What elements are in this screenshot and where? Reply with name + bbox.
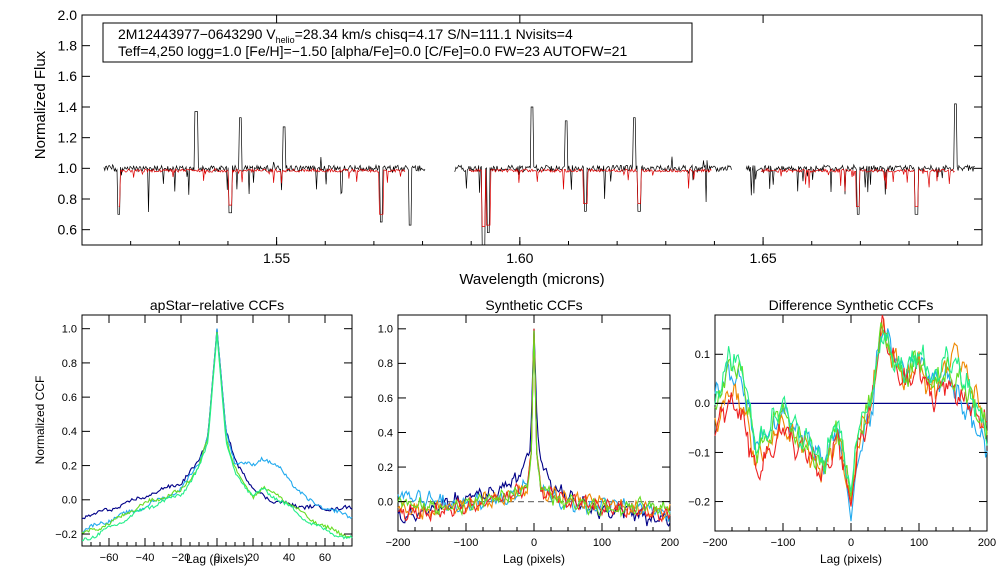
spectrum-info-line-1: 2M12443977−0643290 Vhelio=28.34 km/s chi…	[118, 26, 573, 45]
spectrum-ticks: 1.55 1.60 1.65 0.6 0.8 1.0 1.2 1.4 1.6 1.8 2.0	[58, 7, 982, 266]
x-tick-label: 20	[247, 552, 259, 564]
apstar-ccf-panel: −60 −40 −20 0 20 40 60 −0.2 0.0 0.2 0.4 0.6 0.8 1.0 a…	[33, 297, 353, 566]
x-tick-label: 1.55	[263, 250, 290, 266]
x-tick-label: −100	[771, 537, 796, 549]
synthetic-ccf-x-axis-label: Lag (pixels)	[503, 552, 565, 566]
y-tick-label: 2.0	[58, 7, 78, 23]
spectrum-data	[103, 103, 975, 246]
spectrum-y-axis-label: Normalized Flux	[32, 50, 49, 159]
synthetic-ccf-panel: −200 −100 0 100 200 0.0 0.2 0.4 0.6 0.8 1.0 Synthe…	[378, 297, 679, 566]
model-spectrum-chip-1	[118, 167, 406, 215]
x-tick-label: −100	[454, 537, 479, 549]
x-tick-label: −60	[100, 552, 119, 564]
y-tick-label: 0.6	[378, 393, 393, 405]
y-tick-label: −0.1	[688, 447, 710, 459]
difference-ccf-ticks: −200 −100 0 100 200 −0.2 −0.1 0.0 0.1	[688, 315, 996, 549]
apstar-ccf-x-axis-label: Lag (pixels)	[186, 552, 248, 566]
ccf-line-visit-1	[81, 328, 353, 520]
x-tick-label: 1.65	[749, 250, 776, 266]
ccf-line-visit-3	[397, 328, 671, 521]
y-tick-label: 0.2	[378, 462, 393, 474]
x-tick-label: −40	[136, 552, 155, 564]
x-tick-label: 1.60	[506, 250, 533, 266]
y-tick-label: 0.8	[58, 191, 78, 207]
observed-spectrum-chip-3	[745, 103, 975, 215]
y-tick-label: 0.0	[62, 495, 77, 507]
x-tick-label: 200	[978, 537, 996, 549]
y-tick-label: −0.2	[688, 496, 710, 508]
synthetic-ccf-data	[397, 328, 671, 527]
x-tick-label: 0	[531, 537, 537, 549]
ccf-line-visit-3	[714, 318, 988, 502]
x-tick-label: −20	[172, 552, 191, 564]
apstar-ccf-title: apStar−relative CCFs	[150, 297, 284, 313]
apstar-ccf-ticks: −60 −40 −20 0 20 40 60 −0.2 0.0 0.2 0.4 0.6 0.8 1.0	[55, 315, 353, 564]
x-tick-label: −200	[386, 537, 411, 549]
observed-spectrum-chip-2	[454, 106, 732, 246]
ccf-line-visit-1	[397, 328, 671, 527]
difference-ccf-x-axis-label: Lag (pixels)	[820, 552, 882, 566]
ccf-line-visit-4	[82, 333, 353, 542]
y-tick-label: 0.6	[62, 392, 77, 404]
y-tick-label: 1.8	[58, 38, 78, 54]
synthetic-ccf-ticks: −200 −100 0 100 200 0.0 0.2 0.4 0.6 0.8 1.0	[378, 315, 679, 549]
ccf-line-visit-5	[397, 330, 671, 518]
y-tick-label: −0.2	[55, 529, 77, 541]
difference-ccf-title: Difference Synthetic CCFs	[769, 297, 934, 313]
x-tick-label: 100	[910, 537, 928, 549]
y-tick-label: 1.0	[62, 324, 77, 336]
spectrum-x-axis-label: Wavelength (microns)	[459, 271, 604, 288]
apstar-ccf-plot-frame	[81, 314, 353, 547]
x-tick-label: 0	[214, 552, 220, 564]
y-tick-label: 1.0	[378, 324, 393, 336]
ccf-line-visit-6	[714, 331, 988, 492]
x-tick-label: −200	[703, 537, 728, 549]
apstar-ccf-y-axis-label: Normalized CCF	[33, 376, 47, 465]
spectrum-panel: 1.55 1.60 1.65 0.6 0.8 1.0 1.2 1.4 1.6 1.8 2.0 2M1…	[32, 7, 983, 288]
y-tick-label: 1.4	[58, 99, 78, 115]
ccf-line-visit-4	[714, 314, 988, 507]
observed-spectrum-chip-1	[103, 111, 426, 226]
y-tick-label: 0.0	[695, 398, 710, 410]
difference-ccf-data	[714, 314, 988, 522]
y-tick-label: 0.4	[378, 427, 393, 439]
x-tick-label: 100	[593, 537, 611, 549]
ccf-line-visit-3	[81, 332, 353, 539]
y-tick-label: 0.6	[58, 222, 78, 238]
spectrum-plot-frame	[81, 14, 983, 246]
y-tick-label: 1.0	[58, 160, 78, 176]
info-line1-part-b: =28.34 km/s chisq=4.17 S/N=111.1 Nvisits…	[295, 26, 573, 42]
x-tick-label: 40	[283, 552, 295, 564]
ccf-line-visit-4	[397, 328, 671, 523]
model-spectrum-chip-2	[468, 168, 712, 227]
spectrum-info-box	[102, 22, 693, 63]
info-helio-subscript: helio	[276, 35, 295, 45]
ccf-line-visit-2	[397, 328, 671, 522]
model-spectrum-chip-3	[760, 167, 955, 208]
synthetic-ccf-title: Synthetic CCFs	[485, 297, 582, 313]
info-line1-part-a: 2M12443977−0643290 V	[118, 26, 276, 42]
spectrum-info-line-2: Teff=4,250 logg=1.0 [Fe/H]=−1.50 [alpha/…	[118, 43, 627, 59]
y-tick-label: 0.4	[62, 426, 77, 438]
y-tick-label: 0.0	[378, 496, 393, 508]
y-tick-label: 0.8	[378, 358, 393, 370]
x-tick-label: 200	[661, 537, 679, 549]
apstar-ccf-data	[81, 328, 353, 542]
y-tick-label: 0.1	[695, 349, 710, 361]
y-tick-label: 1.6	[58, 68, 78, 84]
y-tick-label: 0.2	[62, 460, 77, 472]
x-tick-label: 0	[848, 537, 854, 549]
ccf-line-visit-2	[81, 328, 353, 533]
y-tick-label: 0.8	[62, 358, 77, 370]
x-tick-label: 60	[319, 552, 331, 564]
ccf-line-visit-5	[714, 322, 988, 497]
difference-ccf-panel: −200 −100 0 100 200 −0.2 −0.1 0.0 0.1 Difference…	[688, 297, 996, 566]
y-tick-label: 1.2	[58, 130, 78, 146]
